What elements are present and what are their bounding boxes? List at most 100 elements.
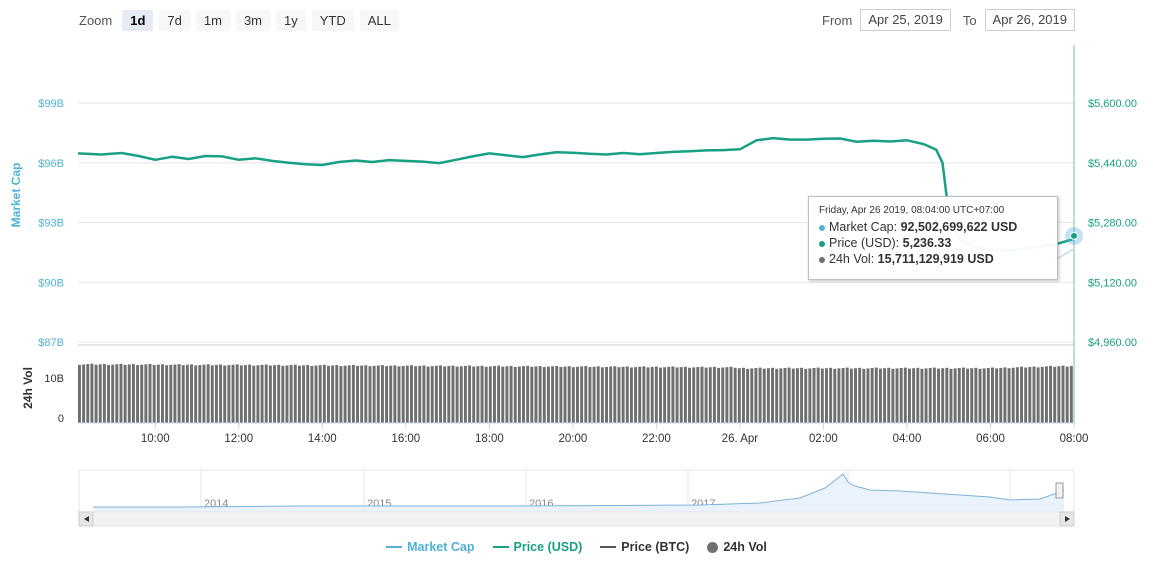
volume-bar xyxy=(995,368,999,423)
volume-bar xyxy=(804,368,808,423)
to-date-input[interactable]: Apr 26, 2019 xyxy=(984,9,1075,31)
zoom-button-all[interactable]: ALL xyxy=(359,9,399,31)
right-axis-tick-label: $5,280.00 xyxy=(1088,218,1137,230)
tooltip-value: 5,236.33 xyxy=(902,236,952,250)
volume-bar xyxy=(783,368,787,423)
to-label: To xyxy=(962,12,977,28)
navigator-line xyxy=(93,473,1065,508)
left-axis-tick-label: $99B xyxy=(38,98,64,110)
volume-bar xyxy=(791,368,795,423)
zoom-button-7d[interactable]: 7d xyxy=(159,9,190,31)
volume-axis-tick-label: 0 xyxy=(58,413,64,425)
tooltip-label: Market Cap: xyxy=(829,220,898,234)
volume-bar xyxy=(887,367,891,423)
volume-bar xyxy=(380,365,384,423)
volume-bar xyxy=(509,365,513,423)
volume-bar xyxy=(214,364,218,423)
right-axis-tick-label: $5,600.00 xyxy=(1088,98,1137,110)
volume-bar xyxy=(115,364,119,423)
volume-bar xyxy=(94,364,98,423)
volume-bar xyxy=(675,367,679,423)
volume-bar xyxy=(746,368,750,423)
tooltip-row-market-cap: Market Cap: 92,502,699,622 USD xyxy=(819,219,1047,235)
volume-bar xyxy=(820,368,824,423)
volume-bar xyxy=(231,364,235,423)
volume-bar xyxy=(389,365,393,423)
volume-bar xyxy=(609,366,613,423)
legend-item-price-usd[interactable]: Price (USD) xyxy=(492,540,583,554)
volume-bar xyxy=(434,365,438,423)
volume-bar xyxy=(82,364,86,423)
volume-bar xyxy=(692,367,696,423)
volume-bar xyxy=(646,367,650,423)
legend-label: Price (USD) xyxy=(513,540,583,554)
volume-bar xyxy=(393,365,397,423)
volume-bar xyxy=(584,366,588,423)
volume-bar xyxy=(268,365,272,423)
volume-bar xyxy=(650,366,654,423)
tooltip-value: 92,502,699,622 USD xyxy=(900,220,1018,234)
volume-bar xyxy=(484,366,488,423)
volume-bar xyxy=(210,365,214,423)
volume-bar xyxy=(173,364,177,423)
volume-bar xyxy=(190,364,193,423)
date-range: From Apr 25, 2019 To Apr 26, 2019 xyxy=(822,9,1075,31)
volume-bar xyxy=(580,366,584,423)
zoom-button-1y[interactable]: 1y xyxy=(276,9,306,31)
volume-bar xyxy=(501,366,505,423)
volume-bar xyxy=(343,365,347,423)
volume-bar xyxy=(762,368,766,423)
legend-item-market-cap[interactable]: Market Cap xyxy=(386,540,475,554)
zoom-button-ytd[interactable]: YTD xyxy=(311,9,354,31)
chevron-left-icon xyxy=(84,516,89,522)
left-axis-title: Market Cap xyxy=(9,163,23,228)
volume-bar xyxy=(451,365,455,423)
right-axis-tick-label: $4,960.00 xyxy=(1088,337,1137,349)
volume-bar xyxy=(613,366,617,423)
volume-bar xyxy=(795,368,799,423)
volume-bar xyxy=(717,367,721,423)
legend-item-volume[interactable]: 24h Vol xyxy=(707,540,767,554)
volume-bar xyxy=(119,363,123,423)
volume-dot-icon xyxy=(819,256,825,263)
volume-bar xyxy=(405,365,409,423)
volume-bar xyxy=(563,366,567,423)
volume-bar xyxy=(941,368,945,423)
right-axis-tick-label: $5,440.00 xyxy=(1088,158,1137,170)
from-date-input[interactable]: Apr 25, 2019 xyxy=(860,9,951,31)
zoom-button-1d[interactable]: 1d xyxy=(122,9,154,31)
volume-bar xyxy=(858,367,862,423)
volume-bar xyxy=(156,364,160,423)
volume-bar xyxy=(136,365,140,423)
volume-bar xyxy=(708,367,712,423)
volume-bar xyxy=(920,368,924,423)
volume-bar xyxy=(671,366,675,423)
legend-item-price-btc[interactable]: Price (BTC) xyxy=(600,540,689,554)
tooltip-title: Friday, Apr 26 2019, 08:04:00 UTC+07:00 xyxy=(819,205,1005,216)
volume-bar xyxy=(488,366,492,423)
volume-bar xyxy=(397,366,401,423)
grid-lines xyxy=(78,45,1075,423)
volume-bar xyxy=(468,365,472,423)
volume-bar xyxy=(459,366,463,423)
market-cap-dot-icon xyxy=(819,224,825,231)
volume-bar xyxy=(812,368,816,423)
volume-bar xyxy=(1003,367,1007,423)
volume-bar xyxy=(903,367,907,423)
main-chart[interactable]: $99B$96B$93B$90B$87B $5,600.00$5,440.00$… xyxy=(0,0,1153,530)
volume-bar xyxy=(206,364,210,423)
volume-bar xyxy=(912,368,916,423)
volume-bar xyxy=(455,366,459,423)
volume-bar xyxy=(750,368,754,423)
zoom-button-3m[interactable]: 3m xyxy=(235,9,270,31)
volume-bar xyxy=(733,367,737,423)
volume-bar xyxy=(418,365,422,423)
navigator[interactable]: 201420152016201720182019 xyxy=(78,469,1075,527)
volume-bar xyxy=(800,367,804,423)
x-axis-tick-label: 10:00 xyxy=(141,433,170,445)
zoom-button-1m[interactable]: 1m xyxy=(195,9,230,31)
volume-bar xyxy=(1007,368,1011,423)
volume-bar xyxy=(974,367,978,423)
volume-bar xyxy=(932,367,936,423)
volume-bar xyxy=(659,367,662,423)
